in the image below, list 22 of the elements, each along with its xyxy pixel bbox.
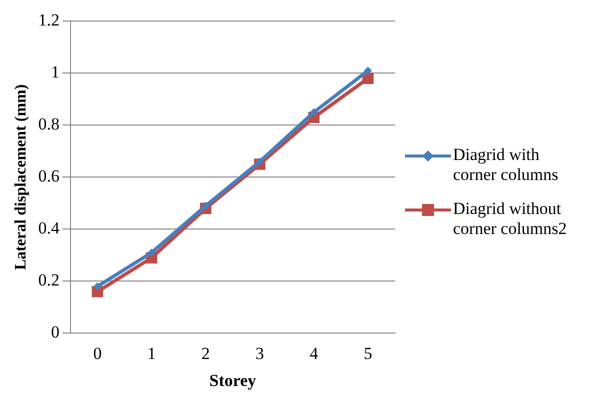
y-tick-label: 0.6: [38, 166, 60, 186]
y-tick-label: 1: [50, 62, 60, 82]
y-tick-label: 0.4: [38, 218, 60, 238]
point: [310, 108, 318, 116]
point: [256, 158, 264, 166]
x-tick-label: 3: [256, 344, 264, 363]
x-tick-label: 2: [201, 344, 210, 363]
x-tick-label: 0: [93, 344, 102, 363]
point: [148, 248, 156, 257]
point: [93, 282, 102, 290]
legend-label: Diagrid without corner columns2: [453, 199, 568, 239]
y-axis-title: Lateral displacement (mm): [12, 84, 30, 270]
x-tick-label: 5: [364, 344, 372, 363]
x-tick-label: 1: [147, 344, 156, 363]
point: [364, 66, 372, 75]
y-tick-label: 0.8: [38, 114, 60, 134]
y-tick-label: 0: [50, 322, 60, 342]
y-tick-label: 0.2: [38, 270, 60, 290]
y-tick-label: 1.2: [38, 10, 60, 30]
x-axis-title: Storey: [209, 371, 257, 390]
legend-label: Diagrid with corner columns: [453, 145, 560, 185]
x-tick-label: 4: [310, 344, 319, 363]
